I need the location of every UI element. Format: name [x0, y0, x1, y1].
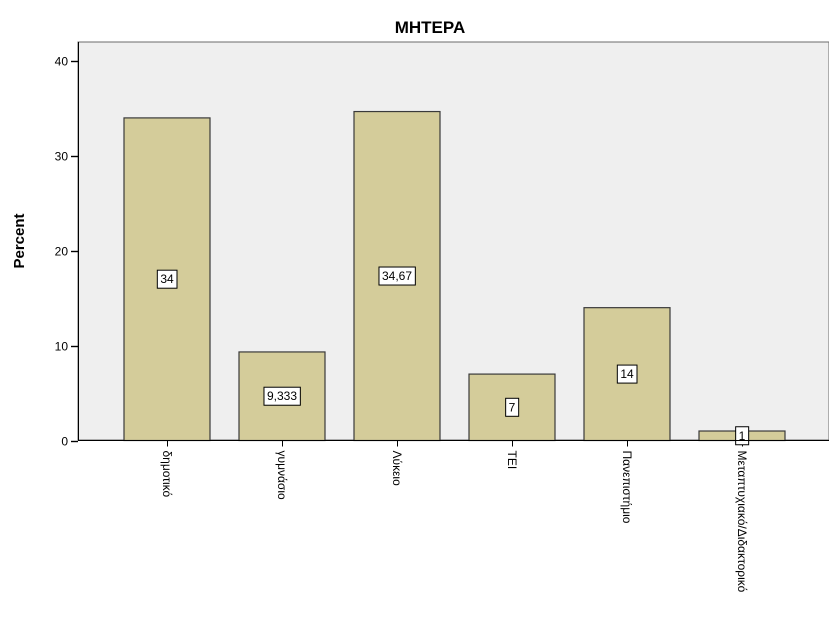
y-tick-label: 30 — [55, 150, 69, 164]
y-tick-label: 0 — [61, 435, 68, 449]
category-label: Μεταπτυχιακό/Διδακτορικό — [735, 451, 749, 593]
y-axis: 0 10 20 30 40 — [55, 42, 79, 449]
category-label: γυμνάσιο — [275, 451, 289, 500]
category-label: Πανεπιστήμιο — [620, 451, 634, 524]
svg-text:34: 34 — [160, 272, 174, 286]
y-tick-label: 40 — [55, 55, 69, 69]
chart-title: ΜΗΤΕΡΑ — [395, 18, 466, 37]
category-label: δημοτικό — [160, 451, 174, 498]
x-axis-categories: δημοτικό γυμνάσιο Λύκειο ΤΕΙ Πανεπιστήμιο Μετ… — [160, 440, 749, 593]
svg-text:7: 7 — [509, 400, 516, 414]
y-tick-label: 20 — [55, 245, 69, 259]
data-label: 14 — [616, 364, 638, 384]
svg-text:34,67: 34,67 — [382, 269, 412, 283]
data-label: 7 — [505, 397, 520, 417]
data-label: 34,67 — [378, 266, 416, 286]
data-label: 1 — [735, 426, 750, 446]
svg-text:1: 1 — [739, 429, 746, 443]
data-labels: 34 9,333 34,67 7 14 1 — [156, 266, 750, 446]
category-label: Λύκειο — [390, 451, 404, 487]
svg-text:14: 14 — [620, 367, 634, 381]
data-label: 34 — [156, 269, 178, 289]
category-label: ΤΕΙ — [505, 451, 519, 470]
y-tick-label: 10 — [55, 340, 69, 354]
data-label: 9,333 — [263, 386, 301, 406]
y-axis-label: Percent — [11, 213, 28, 268]
svg-text:9,333: 9,333 — [267, 389, 297, 403]
